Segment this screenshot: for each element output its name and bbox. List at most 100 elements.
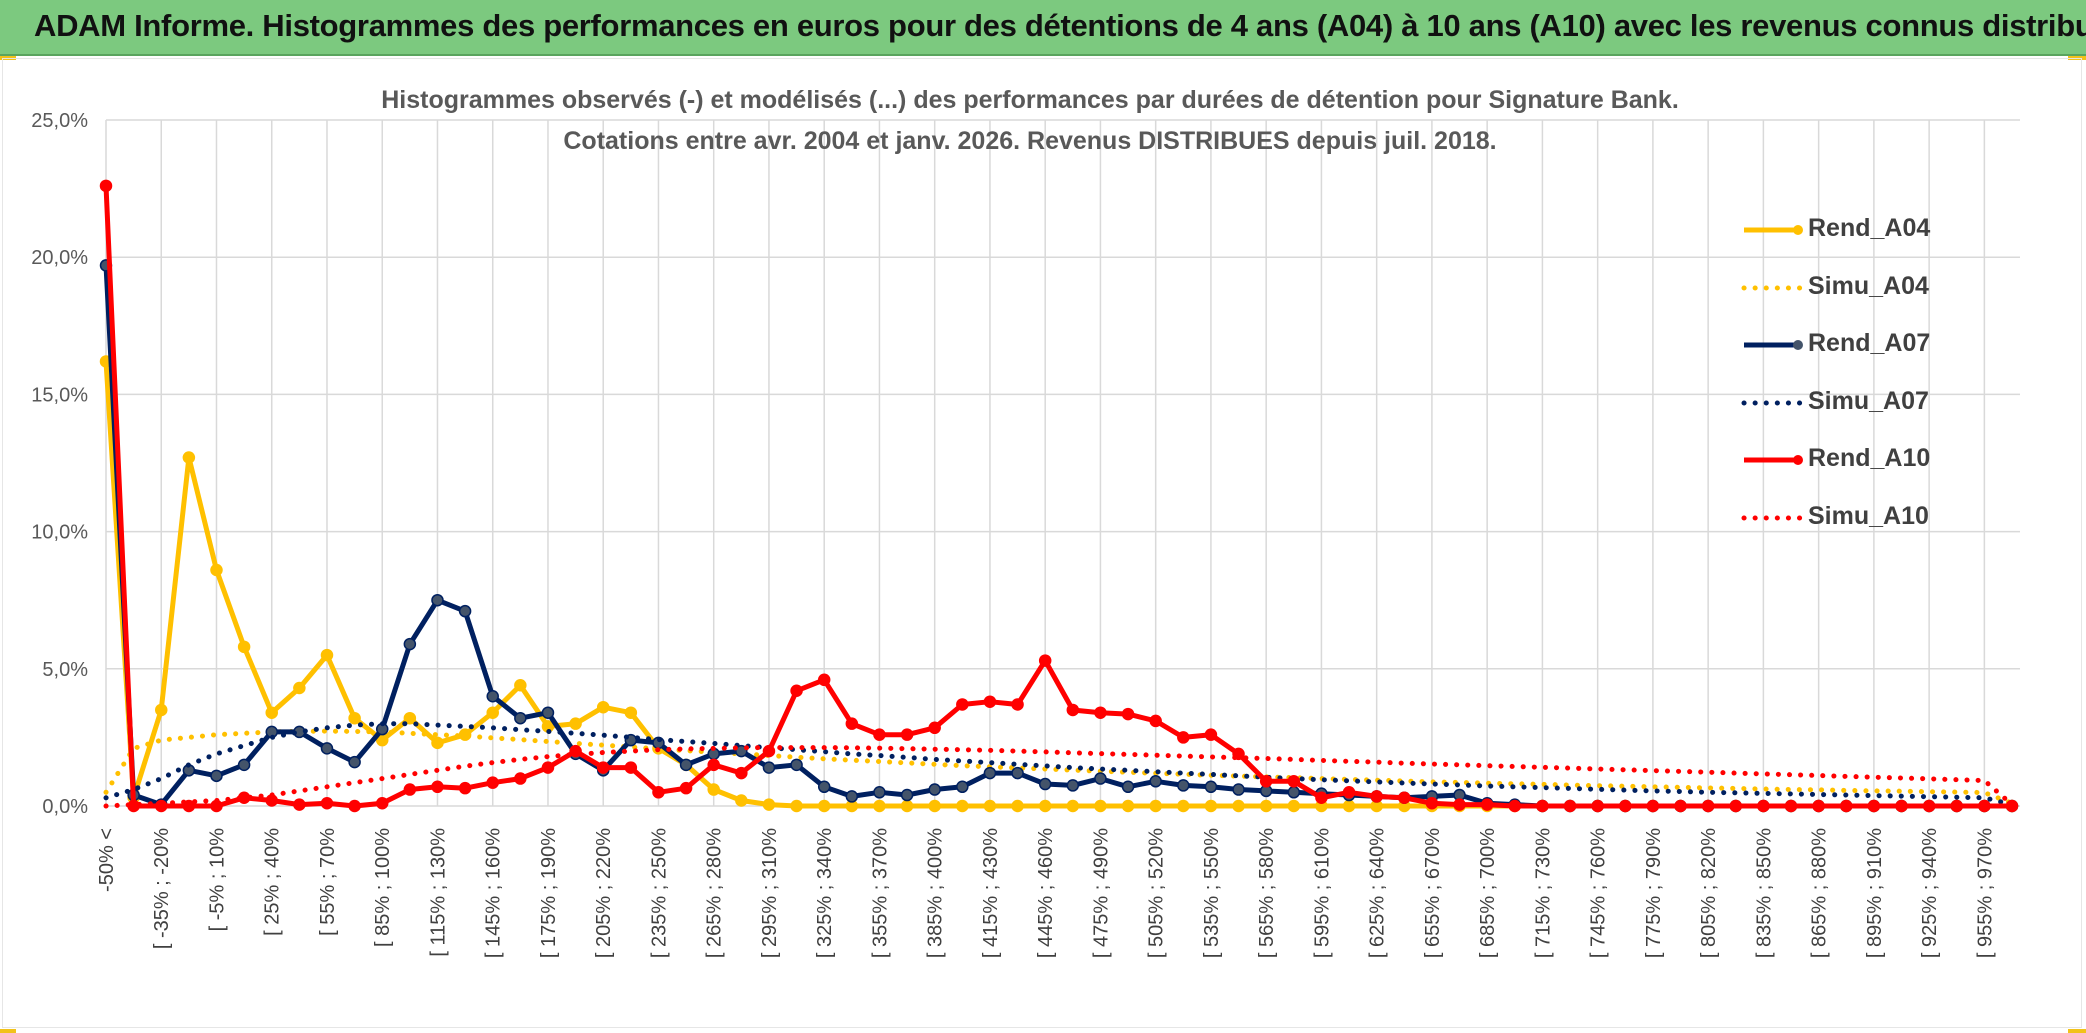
series-rend-a04-point (514, 679, 527, 692)
series-rend-a04-point (790, 799, 803, 813)
legend-label: Rend_A07 (1808, 329, 1931, 357)
series-rend-a10-point (817, 673, 831, 687)
series-rend-a07-point (873, 786, 886, 799)
chart-title-line-1: Histogrammes observés (-) et modélisés (… (381, 86, 1679, 114)
series-rend-a07-point (458, 604, 472, 618)
series-simu-a10-line (103, 745, 2015, 809)
series-rend-a07-point (817, 780, 831, 794)
series-rend-a10-point (486, 776, 499, 789)
y-tick-label: 15,0% (31, 384, 88, 406)
chart-legend: Rend_A04 Simu_A04 Rend_A07 Simu_A07 Rend_A10… (1740, 208, 1930, 553)
series-rend-a10-point (99, 179, 113, 193)
series-rend-a07-point (237, 758, 251, 772)
series-rend-a10-point (1342, 786, 1356, 799)
series-rend-a04-point (1149, 799, 1162, 813)
series-rend-a04-point (293, 681, 306, 695)
report-title: ADAM Informe. Histogrammes des performan… (34, 8, 2086, 43)
legend-item: Simu_A04 (1740, 266, 1930, 324)
series-rend-a07-point (1121, 780, 1135, 794)
series-rend-a07-point (790, 758, 803, 772)
x-tick-label: [ 625% ; 640% (1367, 828, 1389, 958)
series-rend-a04-point (707, 783, 720, 796)
series-rend-a07-point (1232, 783, 1245, 796)
series-rend-a07-point (1066, 779, 1080, 792)
series-rend-a04-point (624, 706, 638, 719)
series-rend-a07-point (762, 761, 776, 774)
series-rend-a10-point (1121, 707, 1135, 721)
x-tick-label: [ 535% ; 550% (1201, 828, 1223, 958)
series-rend-a10-point (514, 772, 527, 785)
series-rend-a10-point (596, 761, 610, 774)
legend-item: Rend_A07 (1740, 323, 1930, 381)
series-rend-a04-point (1011, 799, 1024, 813)
legend-label: Rend_A10 (1808, 444, 1931, 472)
chart-title-line-2: Cotations entre avr. 2004 et janv. 2026.… (563, 127, 1497, 155)
x-tick-label: [ 325% ; 340% (814, 828, 836, 958)
y-tick-label: 5,0% (42, 659, 88, 681)
series-rend-a04-point (182, 451, 196, 464)
series-rend-a10-point (1480, 798, 1494, 811)
x-tick-label: [ 445% ; 460% (1035, 828, 1057, 958)
series-rend-a10-point (1591, 799, 1604, 813)
series-rend-a04-point (956, 799, 969, 813)
series-rend-a10-point (1094, 706, 1107, 719)
series-rend-a07-point (900, 788, 914, 802)
series-rend-a04-point (900, 799, 914, 813)
legend-swatch-marker (1793, 455, 1803, 465)
x-tick-label: [ 805% ; 820% (1698, 828, 1720, 958)
legend-item: Rend_A10 (1740, 438, 1930, 496)
series-rend-a04-point (154, 703, 168, 717)
series-rend-a10-point (1177, 731, 1190, 744)
series-rend-a10-point (431, 780, 444, 794)
series-rend-a04-point (569, 717, 582, 730)
series-rend-a04-point (1066, 799, 1080, 813)
series-rend-a04-point (265, 706, 278, 719)
series-rend-a10-point (1204, 728, 1218, 741)
series-rend-a10-point (1425, 797, 1439, 810)
series-rend-a04-point (1121, 799, 1135, 813)
series-rend-a07-point (1177, 779, 1190, 792)
series-rend-a07-point (320, 742, 334, 755)
x-tick-label: [ 595% ; 610% (1311, 828, 1333, 958)
legend-swatch-marker (1793, 340, 1803, 350)
x-tick-label: [ 85% ; 100% (372, 828, 394, 947)
series-rend-a10-point (1674, 799, 1687, 813)
legend-item: Simu_A10 (1740, 496, 1930, 554)
series-rend-a07-point (1287, 786, 1301, 799)
x-tick-label: [ 265% ; 280% (704, 828, 726, 958)
series-rend-a04-point (1094, 799, 1107, 813)
series-rend-a07-point (845, 790, 859, 803)
series-rend-a10-point (1259, 775, 1273, 788)
series-rend-a10-point (928, 721, 941, 735)
report-banner: ADAM Informe. Histogrammes des performan… (0, 0, 2086, 56)
x-tick-label: [ 835% ; 850% (1753, 828, 1775, 958)
legend-swatch (1741, 515, 1804, 520)
series-rend-a10-point (541, 761, 555, 774)
series-rend-a10-point (1701, 799, 1715, 813)
series-rend-a04-point (983, 799, 997, 813)
series-rend-a10-point (983, 695, 997, 708)
series-rend-a10-point (1508, 799, 1522, 813)
corner-mark-bottom-right (2068, 1029, 2086, 1033)
x-tick-label: [ 745% ; 760% (1588, 828, 1610, 958)
x-tick-label: [ 895% ; 910% (1864, 828, 1886, 958)
series-rend-a10-point (320, 797, 334, 810)
x-tick-label: [ 25% ; 40% (262, 828, 284, 936)
legend-label: Simu_A10 (1808, 501, 1929, 530)
series-rend-a10-point (182, 799, 196, 813)
series-rend-a10-point (1840, 799, 1853, 813)
x-tick-label: [ 415% ; 430% (980, 828, 1002, 958)
series-rend-a10-point (1812, 799, 1825, 813)
series-rend-a10-point (403, 783, 417, 796)
series-rend-a07-point (1149, 775, 1162, 788)
x-tick-label: [ 385% ; 400% (925, 828, 947, 958)
series-rend-a04-point (486, 706, 499, 719)
series-rend-a04-point (403, 711, 417, 725)
series-rend-a10-point (956, 698, 969, 711)
legend-swatch (1744, 225, 1803, 235)
legend-swatch (1744, 455, 1803, 465)
series-rend-a04-point (1038, 799, 1052, 813)
series-rend-a07-point (348, 755, 361, 769)
series-rend-a10-point (735, 766, 748, 780)
series-rend-a10-point (707, 758, 720, 772)
